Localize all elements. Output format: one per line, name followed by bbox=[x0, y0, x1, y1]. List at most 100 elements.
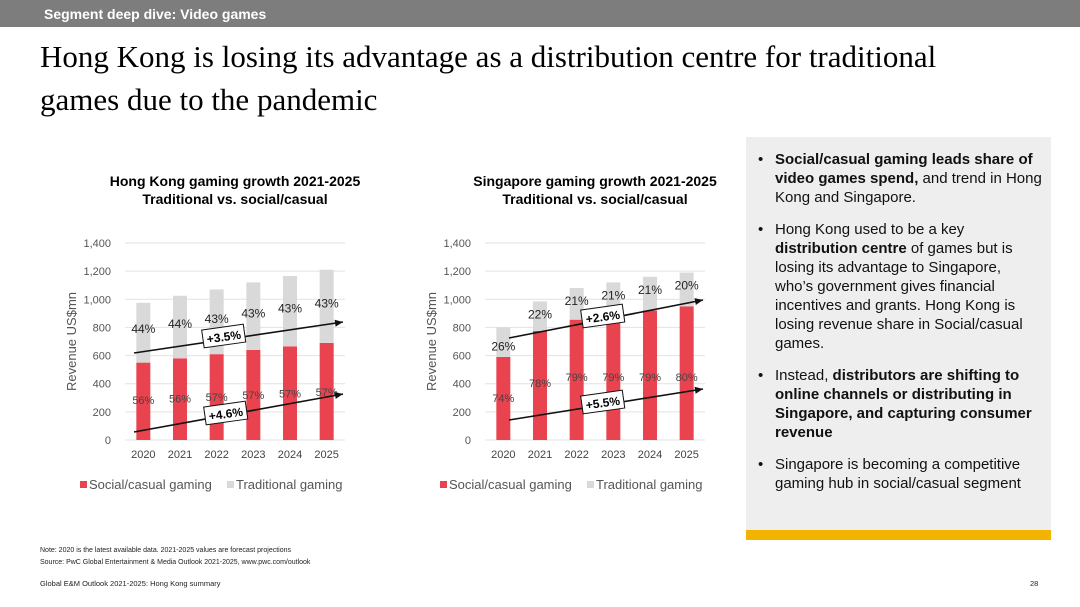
bar-social bbox=[496, 356, 511, 440]
data-label-traditional: 44% bbox=[131, 322, 155, 336]
page-number: 28 bbox=[1030, 579, 1039, 588]
bar-traditional bbox=[569, 288, 584, 320]
data-label-social: 79% bbox=[602, 372, 624, 384]
y-tick-label: 400 bbox=[93, 379, 111, 391]
y-tick-label: 600 bbox=[93, 351, 111, 363]
chart-title: Hong Kong gaming growth 2021-2025 bbox=[110, 173, 361, 189]
takeaway-item: Hong Kong used to be a key distribution … bbox=[758, 220, 1043, 353]
data-label-social: 57% bbox=[279, 389, 301, 401]
takeaways-list: Social/casual gaming leads share of vide… bbox=[758, 150, 1043, 506]
bar-traditional bbox=[533, 301, 547, 331]
data-label-social: 79% bbox=[639, 372, 661, 384]
data-label-traditional: 21% bbox=[565, 294, 589, 308]
y-tick-label: 600 bbox=[453, 351, 471, 363]
data-label-traditional: 43% bbox=[205, 312, 229, 326]
bar-social bbox=[319, 342, 334, 440]
y-tick-label: 1,000 bbox=[83, 294, 111, 306]
y-tick-label: 200 bbox=[453, 407, 471, 419]
growth-badge-traditional: +2.6% bbox=[585, 308, 621, 327]
x-tick-label: 2023 bbox=[601, 449, 625, 461]
y-tick-label: 0 bbox=[465, 435, 471, 447]
takeaway-item: Singapore is becoming a competitive gami… bbox=[758, 455, 1043, 493]
bar-social bbox=[136, 362, 151, 440]
legend-swatch-social bbox=[440, 481, 447, 488]
x-tick-label: 2024 bbox=[278, 449, 302, 461]
takeaway-emphasis: distributors are shifting to online chan… bbox=[775, 367, 1032, 441]
section-header-label: Segment deep dive: Video games bbox=[44, 6, 267, 22]
legend-swatch-social bbox=[80, 481, 87, 488]
section-header-bar: Segment deep dive: Video games bbox=[0, 0, 1080, 27]
bar-social bbox=[173, 358, 187, 440]
takeaway-text: Singapore is becoming a competitive gami… bbox=[775, 456, 1021, 492]
data-label-traditional: 21% bbox=[601, 288, 625, 302]
x-tick-label: 2020 bbox=[491, 449, 515, 461]
growth-badge-traditional-box bbox=[580, 303, 626, 329]
data-label-traditional: 43% bbox=[315, 297, 339, 311]
hong-kong-chart: Hong Kong gaming growth 2021-2025 Traditi… bbox=[64, 173, 361, 492]
legend-label-traditional: Traditional gaming bbox=[236, 477, 342, 492]
bar-traditional bbox=[496, 327, 511, 357]
data-label-social: 74% bbox=[492, 393, 514, 405]
x-tick-label: 2021 bbox=[528, 449, 552, 461]
y-tick-label: 800 bbox=[93, 322, 111, 334]
x-tick-label: 2025 bbox=[314, 449, 338, 461]
takeaway-text: of games but is losing its advantage to … bbox=[775, 240, 1023, 352]
bar-traditional bbox=[136, 302, 151, 363]
panel-accent-bar bbox=[746, 530, 1051, 540]
data-label-social: 57% bbox=[242, 390, 264, 402]
x-tick-label: 2025 bbox=[674, 449, 698, 461]
y-tick-label: 200 bbox=[93, 407, 111, 419]
y-tick-label: 1,400 bbox=[83, 238, 111, 250]
chart-subtitle: Traditional vs. social/casual bbox=[502, 191, 687, 207]
legend-label-social: Social/casual gaming bbox=[449, 477, 572, 492]
slide-title: Hong Kong is losing its advantage as a d… bbox=[40, 39, 937, 117]
bar-traditional bbox=[246, 282, 261, 350]
growth-badge-social-box bbox=[203, 400, 249, 426]
y-axis-label: Revenue US$mn bbox=[424, 292, 439, 391]
data-label-traditional: 26% bbox=[491, 339, 515, 353]
legend-label-social: Social/casual gaming bbox=[89, 477, 212, 492]
growth-badge-social-box bbox=[580, 389, 626, 415]
takeaway-item: Social/casual gaming leads share of vide… bbox=[758, 150, 1043, 207]
data-label-social: 56% bbox=[132, 395, 154, 407]
data-label-traditional: 20% bbox=[675, 279, 699, 293]
data-label-social: 78% bbox=[529, 378, 551, 390]
x-tick-label: 2023 bbox=[241, 449, 265, 461]
takeaway-text: Instead, bbox=[775, 367, 833, 384]
growth-badge-social: +4.6% bbox=[208, 405, 244, 424]
chart-title: Singapore gaming growth 2021-2025 bbox=[473, 173, 717, 189]
data-label-social: 80% bbox=[676, 372, 698, 384]
trend-arrow-traditional-head bbox=[334, 319, 343, 327]
x-tick-label: 2022 bbox=[204, 449, 228, 461]
x-tick-label: 2024 bbox=[638, 449, 662, 461]
x-tick-label: 2022 bbox=[564, 449, 588, 461]
trend-arrow-social-head bbox=[334, 391, 343, 399]
trend-arrow-social-head bbox=[694, 386, 703, 394]
bar-traditional bbox=[173, 295, 187, 359]
y-tick-label: 0 bbox=[105, 435, 111, 447]
singapore-chart: Singapore gaming growth 2021-2025 Traditi… bbox=[424, 173, 717, 492]
data-label-social: 57% bbox=[206, 392, 228, 404]
data-label-social: 79% bbox=[566, 372, 588, 384]
y-tick-label: 1,000 bbox=[443, 294, 471, 306]
note-text: Note: 2020 is the latest available data.… bbox=[40, 547, 291, 554]
legend-label-traditional: Traditional gaming bbox=[596, 477, 702, 492]
takeaway-text: Hong Kong used to be a key bbox=[775, 221, 965, 238]
trend-arrow-traditional-head bbox=[694, 298, 703, 305]
bar-social bbox=[533, 330, 547, 440]
x-tick-label: 2020 bbox=[131, 449, 155, 461]
data-label-traditional: 43% bbox=[278, 302, 302, 316]
y-tick-label: 1,200 bbox=[83, 266, 111, 278]
bar-social bbox=[246, 349, 261, 440]
bar-social bbox=[643, 310, 657, 440]
chart-subtitle: Traditional vs. social/casual bbox=[142, 191, 327, 207]
y-tick-label: 1,400 bbox=[443, 238, 471, 250]
bar-traditional bbox=[679, 272, 694, 307]
legend-swatch-traditional bbox=[587, 481, 594, 488]
data-label-traditional: 43% bbox=[241, 307, 265, 321]
y-axis-label: Revenue US$mn bbox=[64, 292, 79, 391]
y-tick-label: 800 bbox=[453, 322, 471, 334]
data-label-traditional: 44% bbox=[168, 317, 192, 331]
takeaway-item: Instead, distributors are shifting to on… bbox=[758, 366, 1043, 442]
key-takeaways-panel: Social/casual gaming leads share of vide… bbox=[746, 137, 1051, 530]
